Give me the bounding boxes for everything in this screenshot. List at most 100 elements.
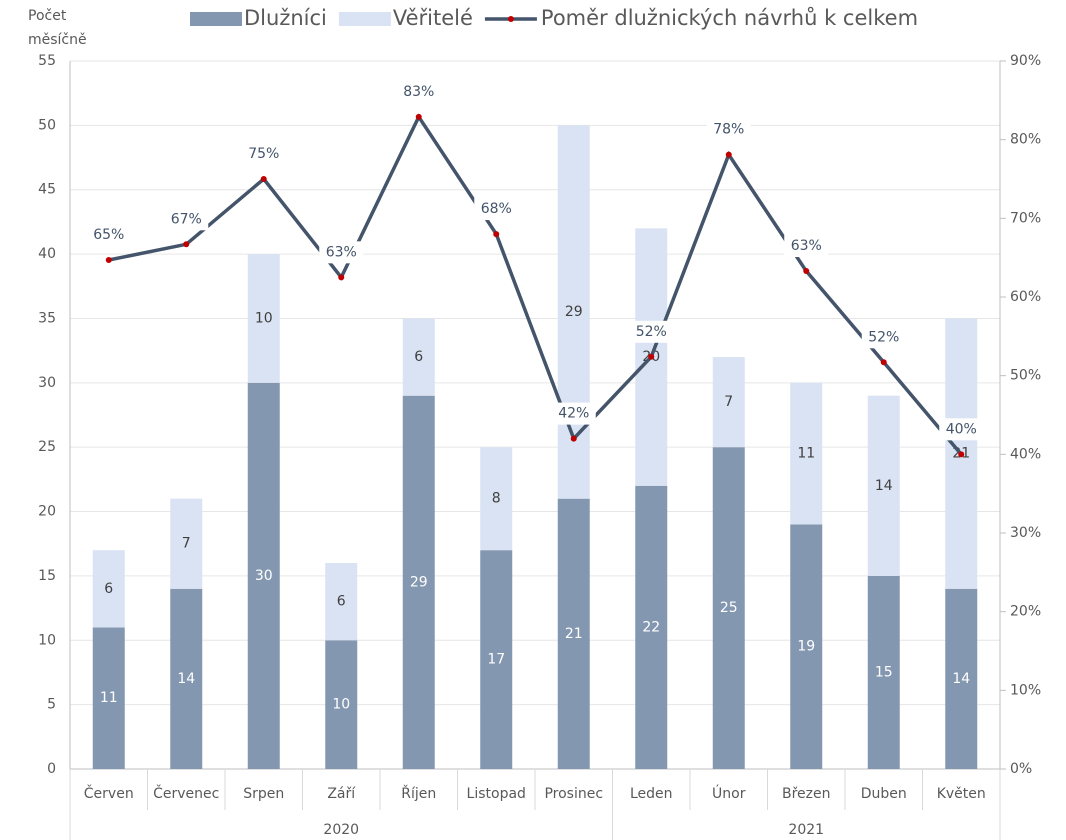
line-marker bbox=[105, 257, 112, 264]
bar-value-label: 29 bbox=[410, 574, 428, 590]
label-background bbox=[939, 418, 984, 441]
x-tick-label: Leden bbox=[630, 786, 673, 802]
y-tick-label: 15 bbox=[38, 568, 56, 584]
label-background bbox=[706, 118, 751, 141]
label-background bbox=[474, 198, 519, 221]
y-tick-label: 30 bbox=[38, 375, 56, 391]
line-marker bbox=[493, 231, 500, 238]
label-background bbox=[86, 224, 131, 247]
legend-marker bbox=[507, 16, 514, 22]
line-value-label: 78% bbox=[713, 122, 744, 138]
legend-swatch bbox=[190, 12, 242, 26]
bar-segment bbox=[867, 575, 900, 769]
line-marker bbox=[260, 176, 267, 182]
line-marker bbox=[880, 359, 887, 366]
bar-value-label: 7 bbox=[182, 536, 191, 552]
y2-tick-label: 50% bbox=[1010, 368, 1041, 384]
bar-value-label: 6 bbox=[337, 594, 346, 610]
y-tick-label: 5 bbox=[47, 697, 56, 713]
x-tick-label: Září bbox=[327, 786, 356, 802]
bar-segment bbox=[92, 550, 125, 628]
line-value-label: 52% bbox=[636, 324, 667, 340]
y-tick-label: 10 bbox=[38, 632, 56, 648]
y2-tick-label: 40% bbox=[1010, 446, 1041, 462]
bar-value-label: 8 bbox=[492, 491, 501, 507]
y-tick-label: 40 bbox=[38, 246, 56, 262]
label-background bbox=[629, 320, 674, 343]
x-tick-label: Květen bbox=[937, 786, 986, 802]
x-tick-label: Červen bbox=[84, 784, 134, 802]
y2-tick-label: 90% bbox=[1010, 53, 1041, 69]
y-tick-label: 45 bbox=[38, 182, 56, 198]
bar-value-label: 21 bbox=[565, 626, 583, 642]
line-marker bbox=[183, 241, 190, 248]
bar-segment bbox=[790, 524, 823, 769]
bar-segment bbox=[867, 395, 900, 576]
y-tick-label: 0 bbox=[47, 761, 56, 777]
label-background bbox=[861, 326, 906, 349]
bar-value-label: 15 bbox=[875, 664, 893, 680]
y-axis-label: Počet bbox=[28, 8, 67, 24]
bar-value-label: 19 bbox=[797, 639, 815, 655]
x-tick-label: Prosinec bbox=[544, 786, 603, 802]
bar-value-label: 22 bbox=[642, 619, 660, 635]
y2-tick-label: 70% bbox=[1010, 210, 1041, 226]
bar-value-label: 7 bbox=[724, 394, 733, 410]
bar-segment bbox=[557, 498, 590, 769]
bar-segment bbox=[402, 395, 435, 769]
line-marker bbox=[803, 268, 810, 275]
group-label: 2021 bbox=[788, 822, 824, 838]
line-value-label: 52% bbox=[868, 329, 899, 345]
legend-label: Poměr dlužnických návrhů k celkem bbox=[541, 6, 918, 30]
bar-segment bbox=[170, 498, 203, 589]
bar-segment bbox=[480, 447, 513, 551]
line-value-label: 65% bbox=[93, 227, 124, 243]
x-tick-label: Červenec bbox=[153, 784, 219, 802]
line-marker bbox=[570, 435, 577, 442]
group-label: 2020 bbox=[323, 822, 359, 838]
bar-segment bbox=[635, 485, 668, 769]
line-marker bbox=[648, 353, 655, 360]
y2-tick-label: 0% bbox=[1010, 761, 1032, 777]
line-value-label: 42% bbox=[558, 406, 589, 422]
bar-segment bbox=[170, 588, 203, 769]
line-marker bbox=[725, 151, 732, 158]
bar-value-label: 6 bbox=[104, 581, 113, 597]
bar-segment bbox=[712, 447, 745, 769]
y-tick-label: 50 bbox=[38, 117, 56, 133]
label-background bbox=[396, 80, 441, 103]
bar-value-label: 11 bbox=[100, 690, 118, 706]
bar-segment bbox=[92, 627, 125, 769]
bar-value-label: 6 bbox=[414, 349, 423, 365]
y2-tick-label: 20% bbox=[1010, 604, 1041, 620]
line-marker bbox=[338, 274, 345, 281]
line-value-label: 40% bbox=[946, 421, 977, 437]
legend-swatch bbox=[338, 12, 391, 26]
bar-segment bbox=[247, 382, 280, 769]
x-tick-label: Duben bbox=[861, 786, 907, 802]
x-tick-label: Srpen bbox=[243, 786, 284, 802]
label-background bbox=[551, 402, 596, 425]
label-background bbox=[784, 235, 829, 258]
bar-segment bbox=[247, 254, 280, 383]
x-tick-label: Březen bbox=[782, 786, 831, 802]
x-tick-label: Říjen bbox=[401, 785, 436, 802]
bar-value-label: 29 bbox=[565, 304, 583, 320]
line-value-label: 63% bbox=[791, 238, 822, 254]
bar-value-label: 11 bbox=[797, 446, 815, 462]
bar-value-label: 14 bbox=[177, 671, 195, 687]
bar-segment bbox=[712, 357, 745, 448]
label-background bbox=[164, 208, 209, 231]
y-axis-label: měsíčně bbox=[28, 32, 87, 48]
line-marker bbox=[958, 451, 965, 458]
x-tick-label: Únor bbox=[712, 784, 746, 802]
bar-segment bbox=[945, 588, 978, 769]
bar-value-label: 14 bbox=[875, 478, 893, 494]
line-value-label: 67% bbox=[171, 211, 202, 227]
y2-tick-label: 80% bbox=[1010, 132, 1041, 148]
line-value-label: 75% bbox=[248, 146, 279, 162]
y2-tick-label: 60% bbox=[1010, 289, 1041, 305]
legend-label: Věřitelé bbox=[393, 6, 473, 30]
bar-segment bbox=[480, 550, 513, 769]
y-tick-label: 35 bbox=[38, 310, 56, 326]
